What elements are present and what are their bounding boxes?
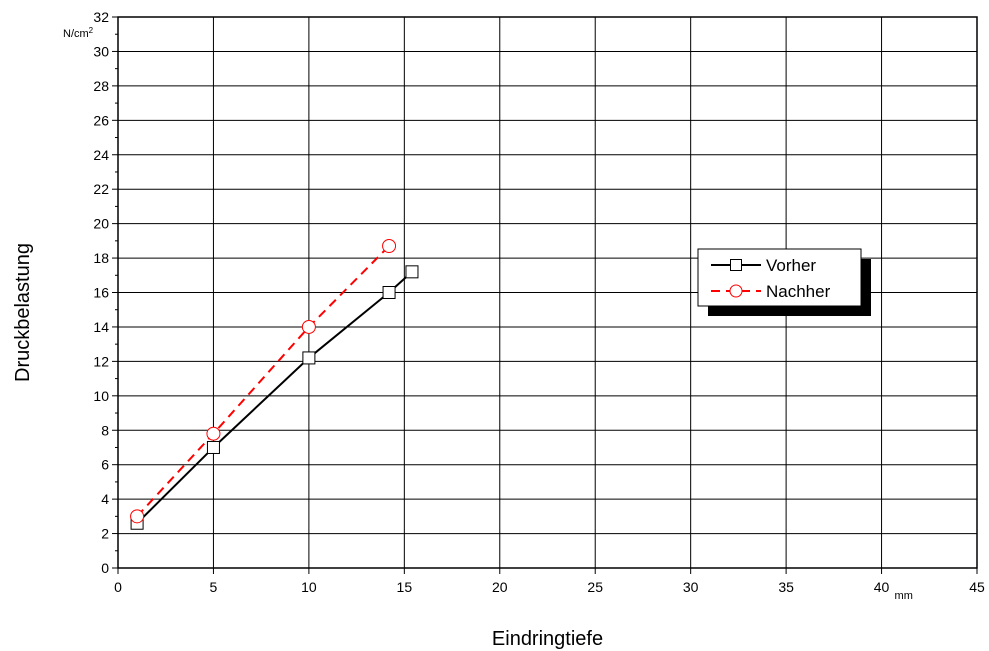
y-tick-label: 2 [101,526,109,542]
x-tick-label: 10 [301,579,317,595]
legend-label-vorher: Vorher [766,256,816,275]
x-tick-label: 45 [969,579,985,595]
legend-label-nachher: Nachher [766,282,831,301]
y-tick-label: 10 [93,388,109,404]
y-tick-label: 4 [101,491,109,507]
data-point-square [405,265,419,279]
x-tick-label: 0 [114,579,122,595]
y-tick-label: 32 [93,9,109,25]
y-tick-label: 30 [93,43,109,59]
data-point-square [206,440,220,454]
y-axis-title: Druckbelastung [12,243,34,382]
y-tick-label: 18 [93,250,109,266]
y-axis-unit-exponent: 2 [89,26,94,35]
y-tick-label: 0 [101,560,109,576]
x-tick-label: 30 [683,579,699,595]
legend-marker-square [730,259,742,271]
y-tick-label: 22 [93,181,109,197]
legend-entries: Vorher Nachher [711,256,831,301]
y-tick-label: 24 [93,147,109,163]
x-tick-label: 15 [397,579,413,595]
y-axis-unit-base: N/cm [63,28,89,40]
data-point-circle [301,319,316,334]
y-axis-unit: N/cm2 [63,26,94,40]
data-point-circle [382,239,397,254]
x-tick-label: 25 [587,579,603,595]
grid [117,16,978,569]
data-point-square [382,286,396,299]
legend: Vorher Nachher [697,248,871,316]
x-axis-title: Eindringtiefe [492,628,603,650]
data-point-circle [206,426,221,441]
x-tick-label: 35 [778,579,794,595]
x-tick-label: 5 [210,579,218,595]
y-tick-label: 26 [93,112,109,128]
series-line-nachher [136,245,390,518]
y-tick-label: 8 [101,422,109,438]
y-tick-label: 16 [93,285,109,301]
x-axis-unit: mm [895,590,913,602]
x-tick-label: 20 [492,579,508,595]
y-tick-label: 14 [93,319,109,335]
x-tick-label: 40 [874,579,890,595]
legend-box [697,248,862,307]
ticks [112,16,978,574]
legend-marker-circle [729,284,743,298]
y-tick-label: 20 [93,216,109,232]
y-tick-label: 6 [101,457,109,473]
y-tick-label: 12 [93,353,109,369]
y-tick-label: 28 [93,78,109,94]
x-tick-labels: 0 5 10 15 20 25 30 35 40 45 [114,579,985,595]
data-point-square [302,351,316,365]
data-point-circle [130,509,145,524]
series-layer [130,239,419,530]
